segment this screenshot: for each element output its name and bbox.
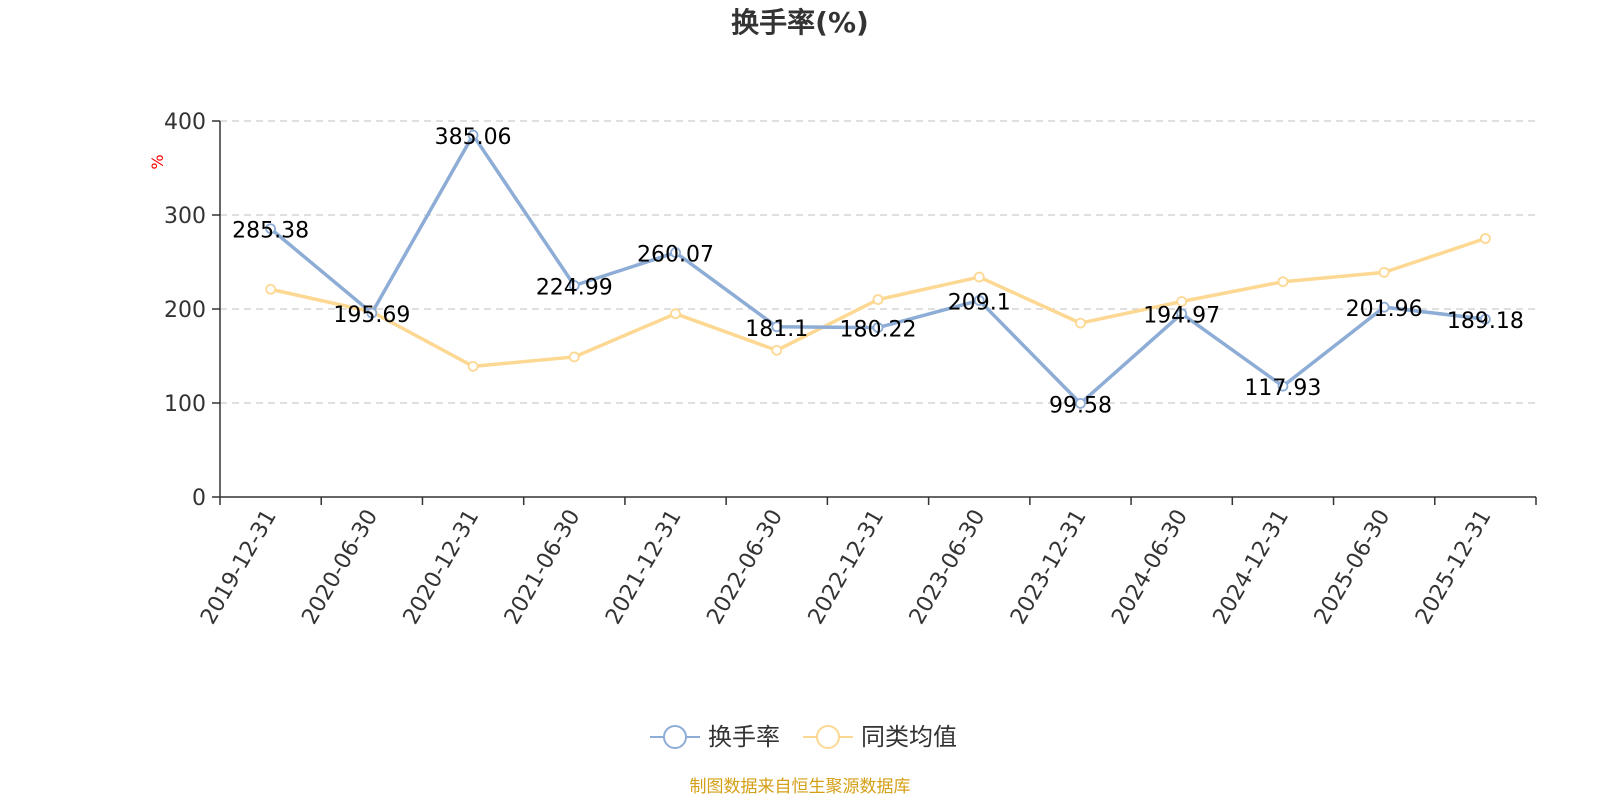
data-label: 189.18 [1447,309,1524,334]
data-label: 385.06 [435,125,512,150]
chart-title: 换手率(%) [731,6,869,39]
x-tick-label: 2023-12-31 [1006,506,1092,629]
x-tick-label: 2024-12-31 [1209,506,1295,629]
legend-label: 同类均值 [861,723,957,751]
data-point[interactable] [568,351,580,363]
legend-item[interactable]: 同类均值 [803,723,957,751]
x-tick-label: 2021-12-31 [601,506,687,629]
data-point[interactable] [1176,308,1188,320]
legend[interactable]: 换手率 同类均值 [650,723,957,751]
x-tick-label: 2025-06-30 [1310,506,1396,629]
data-labels: 285.38 195.69 385.06 224.99 260.07 181.1 180.2… [232,125,1524,418]
data-point[interactable] [1176,296,1188,307]
y-tick-label: 300 [164,204,206,229]
data-point[interactable] [973,271,985,283]
x-tick-label: 2019-12-31 [196,506,282,629]
y-axis-unit-label: % [148,154,167,169]
axes: 0 100 200 300 400 2019-12-31 2020-06-30 2020-12… [164,110,1537,629]
x-tick-label: 2022-06-30 [702,506,788,629]
y-tick-label: 0 [192,486,206,511]
y-tick-label: 100 [164,392,206,417]
data-label: 285.38 [232,219,309,244]
data-point[interactable] [1378,301,1390,313]
legend-marker [816,725,840,749]
series-lines [265,129,1491,409]
data-label: 201.96 [1346,297,1423,322]
data-label: 224.99 [536,276,613,301]
data-point[interactable] [467,360,479,372]
data-point[interactable] [568,280,580,291]
data-point[interactable] [872,294,884,306]
y-tick-label: 200 [164,298,206,323]
x-tick-label: 2021-06-30 [500,506,586,629]
data-label: 195.69 [333,303,410,328]
series-line [269,133,1486,406]
x-tick-label: 2024-06-30 [1107,506,1193,629]
data-point[interactable] [1075,397,1086,409]
data-label: 260.07 [637,243,714,268]
data-label: 117.93 [1244,376,1321,401]
data-label: 194.97 [1143,304,1220,329]
data-point[interactable] [973,295,985,306]
data-point[interactable] [1277,276,1289,288]
x-tick-label: 2020-12-31 [399,505,485,628]
data-point[interactable] [467,129,479,141]
x-tick-label: 2022-12-31 [804,506,890,629]
data-point[interactable] [872,322,884,333]
data-point[interactable] [1479,233,1491,244]
data-point[interactable] [265,223,277,235]
data-point[interactable] [670,247,681,258]
y-tick-label: 400 [164,110,206,135]
data-point[interactable] [670,308,681,320]
data-point[interactable] [1277,380,1289,392]
legend-label: 换手率 [708,723,780,751]
data-point[interactable] [265,283,277,295]
data-point[interactable] [1378,266,1390,278]
x-tick-label: 2023-06-30 [905,505,991,628]
data-point[interactable] [1479,313,1491,325]
data-label: 180.22 [840,318,917,343]
data-point[interactable] [366,307,378,319]
data-label: 99.58 [1049,393,1112,418]
x-tick-label: 2020-06-30 [297,506,383,629]
x-tick-label: 2025-12-31 [1411,506,1497,629]
data-point[interactable] [771,344,783,356]
data-label: 209.1 [948,290,1011,315]
source-note: 制图数据来自恒生聚源数据库 [690,777,911,797]
data-label: 181.1 [745,317,808,342]
data-point[interactable] [1075,317,1086,329]
grid-lines [220,120,1536,404]
data-point[interactable] [771,321,783,333]
legend-item[interactable]: 换手率 [650,723,780,751]
legend-marker [663,725,687,749]
